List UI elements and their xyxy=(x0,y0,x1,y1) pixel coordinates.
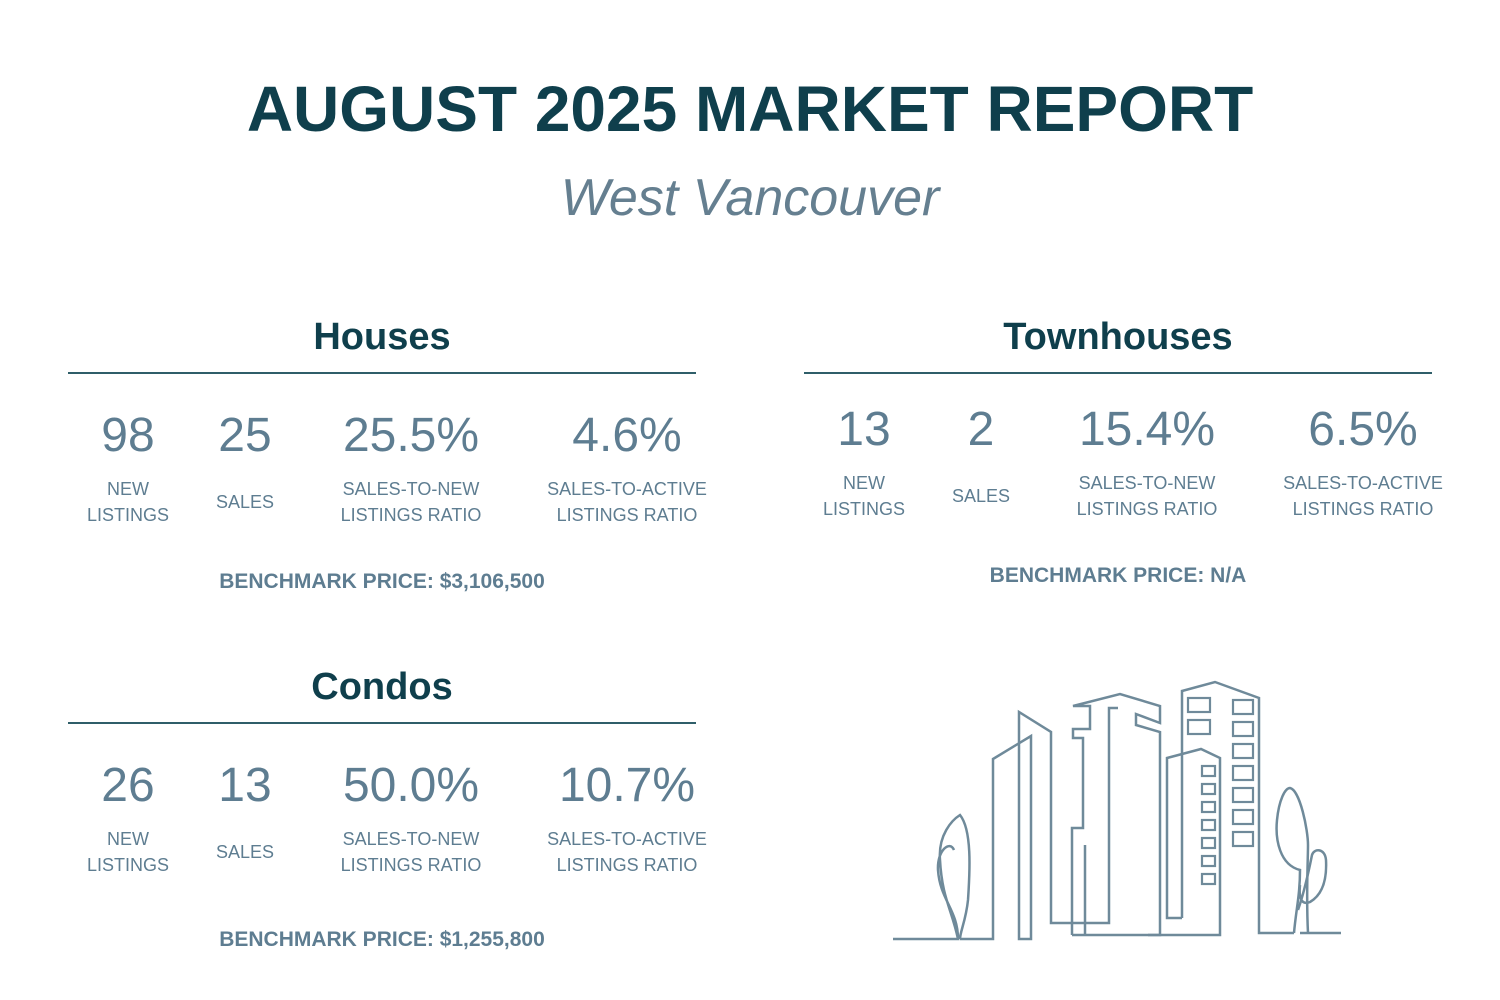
stat-value: 6.5% xyxy=(1308,403,1418,456)
divider xyxy=(68,722,696,724)
stat-value: 10.7% xyxy=(558,759,696,812)
stat-label: SALES xyxy=(215,492,275,512)
townhouses-section: Townhouses 13 NEW LISTINGS 2 SALES 15.4% … xyxy=(804,312,1443,587)
houses-section: Houses 98 NEW LISTINGS 25 SALES 25.5% SAL… xyxy=(68,312,707,593)
stat-label: SALES-TO-NEW LISTINGS RATIO xyxy=(1076,473,1218,519)
benchmark-price: BENCHMARK PRICE: $3,106,500 xyxy=(219,570,545,593)
stat-value: 25.5% xyxy=(342,409,480,462)
section-heading: Houses xyxy=(313,316,451,358)
stat-label: SALES-TO-ACTIVE LISTINGS RATIO xyxy=(547,479,707,525)
stat-label: SALES-TO-ACTIVE LISTINGS RATIO xyxy=(547,829,707,875)
report-subtitle: West Vancouver xyxy=(560,169,940,227)
stat-value: 26 xyxy=(101,759,155,812)
stat-label: SALES-TO-ACTIVE LISTINGS RATIO xyxy=(1283,473,1443,519)
section-heading: Condos xyxy=(311,666,453,708)
stat-value: 4.6% xyxy=(572,409,682,462)
stat-label: SALES xyxy=(215,842,275,862)
benchmark-price: BENCHMARK PRICE: N/A xyxy=(989,564,1247,587)
stat-label: SALES-TO-NEW LISTINGS RATIO xyxy=(340,829,482,875)
stat-value: 25 xyxy=(218,409,272,462)
condos-section: Condos 26 NEW LISTINGS 13 SALES 50.0% SAL… xyxy=(68,662,707,951)
stat-label: NEW LISTINGS xyxy=(86,829,170,875)
stat-label: SALES xyxy=(951,486,1011,506)
section-heading: Townhouses xyxy=(1003,316,1233,358)
stat-sales-to-active-ratio: 10.7% SALES-TO-ACTIVE LISTINGS RATIO xyxy=(530,758,724,878)
stat-sales: 13 SALES xyxy=(200,758,290,865)
stats-row: 13 NEW LISTINGS 2 SALES 15.4% SALES-TO-NE… xyxy=(804,374,1443,544)
stat-value: 13 xyxy=(218,759,272,812)
stat-sales-to-new-ratio: 25.5% SALES-TO-NEW LISTINGS RATIO xyxy=(318,408,504,528)
stat-new-listings: 26 NEW LISTINGS xyxy=(68,758,188,878)
stats-row: 26 NEW LISTINGS 13 SALES 50.0% SALES-TO-N… xyxy=(68,724,707,894)
stat-label: SALES-TO-NEW LISTINGS RATIO xyxy=(340,479,482,525)
stat-value: 50.0% xyxy=(342,759,480,812)
stat-label: NEW LISTINGS xyxy=(86,479,170,525)
stat-new-listings: 13 NEW LISTINGS xyxy=(804,402,924,522)
city-skyline-line-art-icon xyxy=(880,670,1360,960)
stat-value: 15.4% xyxy=(1078,403,1216,456)
stat-value: 13 xyxy=(837,403,891,456)
stat-value: 2 xyxy=(967,403,995,456)
stat-sales-to-new-ratio: 15.4% SALES-TO-NEW LISTINGS RATIO xyxy=(1054,402,1240,522)
stats-row: 98 NEW LISTINGS 25 SALES 25.5% SALES-TO-N… xyxy=(68,374,707,544)
stat-label: NEW LISTINGS xyxy=(822,473,906,519)
stat-sales: 2 SALES xyxy=(936,402,1026,509)
stat-sales-to-active-ratio: 4.6% SALES-TO-ACTIVE LISTINGS RATIO xyxy=(530,408,724,528)
stat-sales-to-new-ratio: 50.0% SALES-TO-NEW LISTINGS RATIO xyxy=(318,758,504,878)
stat-value: 98 xyxy=(101,409,155,462)
report-title: AUGUST 2025 MARKET REPORT xyxy=(246,73,1254,145)
divider xyxy=(804,372,1432,374)
divider xyxy=(68,372,696,374)
stat-sales: 25 SALES xyxy=(200,408,290,515)
stat-new-listings: 98 NEW LISTINGS xyxy=(68,408,188,528)
stat-sales-to-active-ratio: 6.5% SALES-TO-ACTIVE LISTINGS RATIO xyxy=(1266,402,1460,522)
benchmark-price: BENCHMARK PRICE: $1,255,800 xyxy=(219,928,545,951)
